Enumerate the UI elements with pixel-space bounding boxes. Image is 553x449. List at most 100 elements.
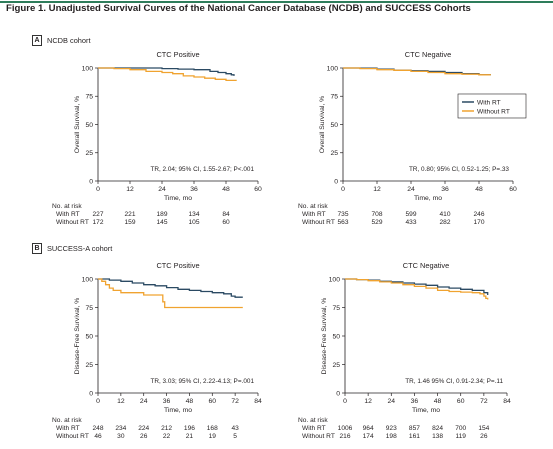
- risk-value: 923: [386, 425, 397, 432]
- risk-value: 196: [184, 425, 195, 432]
- x-tick-label: 36: [190, 186, 198, 193]
- risk-row-label: With RT: [302, 425, 326, 432]
- legend-label: With RT: [477, 99, 501, 106]
- risk-value: 824: [432, 425, 443, 432]
- y-axis-label: Overall Survival, %: [319, 96, 326, 153]
- panel-b-letter: B: [32, 243, 42, 254]
- risk-value: 599: [405, 211, 416, 218]
- risk-value: 212: [161, 425, 172, 432]
- x-axis-label: Time, mo: [164, 407, 192, 414]
- x-axis-label: Time, mo: [164, 195, 192, 202]
- risk-value: 84: [222, 211, 230, 218]
- risk-value: 410: [439, 211, 450, 218]
- figure-title: Figure 1. Unadjusted Survival Curves of …: [6, 3, 471, 14]
- x-tick-label: 36: [163, 398, 171, 405]
- risk-header: No. at risk: [298, 417, 328, 424]
- risk-header: No. at risk: [52, 203, 82, 210]
- risk-row-label: Without RT: [56, 433, 89, 440]
- x-tick-label: 36: [411, 398, 419, 405]
- risk-value: 30: [117, 433, 125, 440]
- risk-value: 159: [124, 219, 135, 226]
- y-tick-label: 50: [332, 333, 340, 340]
- risk-value: 248: [92, 425, 103, 432]
- panel-b-label: SUCCESS-A cohort: [47, 244, 113, 253]
- risk-value: 154: [478, 425, 489, 432]
- risk-value: 105: [188, 219, 199, 226]
- x-tick-label: 84: [254, 398, 262, 405]
- hazard-annotation: TR, 3.03; 95% CI, 2.22-4.13; P=.001: [150, 378, 254, 385]
- risk-value: 234: [115, 425, 126, 432]
- x-tick-label: 0: [341, 186, 345, 193]
- y-axis-label: Disease-Free Survival, %: [321, 298, 328, 375]
- x-tick-label: 24: [158, 186, 166, 193]
- risk-value: 1006: [338, 425, 353, 432]
- risk-row-label: Without RT: [302, 219, 335, 226]
- panel-a-label: NCDB cohort: [47, 36, 91, 45]
- x-tick-label: 72: [231, 398, 239, 405]
- risk-value: 119: [455, 433, 466, 440]
- x-tick-label: 48: [475, 186, 483, 193]
- risk-value: 172: [92, 219, 103, 226]
- y-tick-label: 25: [332, 362, 340, 369]
- risk-value: 22: [163, 433, 171, 440]
- series-line-with-rt: [98, 67, 235, 76]
- risk-value: 168: [207, 425, 218, 432]
- risk-value: 21: [186, 433, 194, 440]
- risk-value: 46: [94, 433, 102, 440]
- risk-value: 216: [339, 433, 350, 440]
- x-tick-label: 24: [388, 398, 396, 405]
- x-tick-label: 12: [373, 186, 381, 193]
- panel-b-header: B SUCCESS-A cohort: [32, 243, 112, 254]
- series-line-without-rt: [343, 67, 491, 76]
- risk-value: 529: [371, 219, 382, 226]
- risk-value: 60: [222, 219, 230, 226]
- risk-row-label: Without RT: [56, 219, 89, 226]
- y-tick-label: 0: [336, 390, 340, 397]
- x-tick-label: 24: [407, 186, 415, 193]
- x-tick-label: 12: [126, 186, 134, 193]
- risk-value: 5: [233, 433, 237, 440]
- y-tick-label: 100: [329, 276, 341, 283]
- risk-value: 138: [432, 433, 443, 440]
- hazard-annotation: TR, 2.04; 95% CI, 1.55-2.67; P<.001: [150, 166, 254, 173]
- x-tick-label: 60: [209, 398, 217, 405]
- series-line-without-rt: [345, 278, 489, 300]
- chart-1: CTC Positive 0 25 50 75 100 0 12 24 36 48 60 Time, m…: [52, 50, 262, 226]
- y-tick-label: 0: [334, 178, 338, 185]
- y-tick-label: 50: [85, 333, 93, 340]
- x-tick-label: 48: [434, 398, 442, 405]
- risk-header: No. at risk: [52, 417, 82, 424]
- risk-value: 735: [337, 211, 348, 218]
- panel-a-letter: A: [32, 35, 42, 46]
- chart-title: CTC Negative: [405, 50, 451, 59]
- y-axis-label: Overall Survival, %: [74, 96, 81, 153]
- y-tick-label: 50: [330, 122, 338, 129]
- y-tick-label: 75: [85, 305, 93, 312]
- chart-3: CTC Positive 0 25 50 75 100 0 12 24 36 48 60 72 84 Tim…: [52, 261, 262, 440]
- risk-value: 19: [209, 433, 217, 440]
- risk-value: 198: [386, 433, 397, 440]
- x-axis-label: Time, mo: [414, 195, 442, 202]
- x-axis-label: Time, mo: [412, 407, 440, 414]
- legend-box: [457, 93, 527, 119]
- y-tick-label: 100: [327, 65, 339, 72]
- y-tick-label: 50: [85, 122, 93, 129]
- risk-value: 189: [156, 211, 167, 218]
- risk-value: 708: [371, 211, 382, 218]
- x-tick-label: 60: [509, 186, 517, 193]
- risk-value: 433: [405, 219, 416, 226]
- y-axis-label: Disease-Free Survival, %: [74, 298, 81, 375]
- risk-value: 26: [140, 433, 148, 440]
- y-tick-label: 25: [85, 362, 93, 369]
- x-tick-label: 0: [96, 186, 100, 193]
- risk-value: 170: [473, 219, 484, 226]
- legend: With RT Without RT: [457, 93, 527, 119]
- risk-value: 145: [156, 219, 167, 226]
- x-tick-label: 12: [364, 398, 372, 405]
- risk-value: 964: [363, 425, 374, 432]
- x-tick-label: 24: [140, 398, 148, 405]
